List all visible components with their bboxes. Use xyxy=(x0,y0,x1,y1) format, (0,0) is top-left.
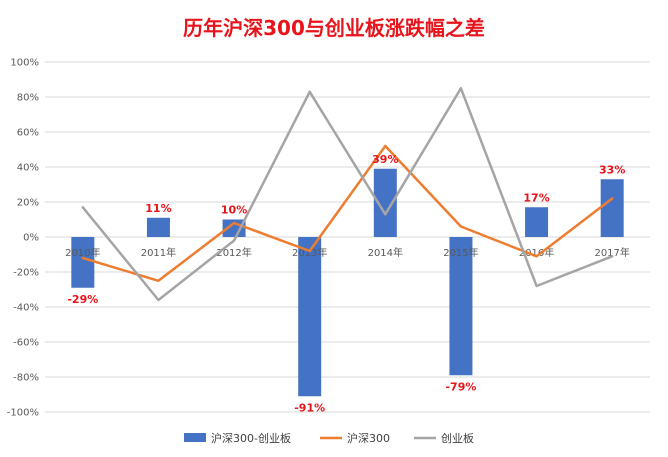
y-tick-label: 80% xyxy=(17,93,39,104)
data-labels: -29% 11% 10% -91% 39% -79% 17% 33% xyxy=(67,153,625,415)
bar xyxy=(71,237,95,288)
legend-label: 沪深300 xyxy=(347,431,390,445)
bar xyxy=(600,179,624,237)
bar xyxy=(525,207,549,237)
data-label: -91% xyxy=(294,401,325,414)
data-label: 10% xyxy=(221,204,247,217)
x-tick-label: 2017年 xyxy=(594,246,629,259)
y-tick-label: 40% xyxy=(17,163,39,174)
legend-label: 创业板 xyxy=(441,431,474,445)
bar xyxy=(146,217,170,237)
data-label: -79% xyxy=(445,380,476,393)
data-label: -29% xyxy=(67,293,98,306)
data-label: 33% xyxy=(599,163,625,176)
x-tick-label: 2015年 xyxy=(443,246,478,259)
y-tick-label: -80% xyxy=(13,373,39,384)
y-tick-label: 0% xyxy=(23,233,39,244)
legend-label: 沪深300-创业板 xyxy=(211,431,291,445)
bar-series xyxy=(71,168,624,397)
x-tick-label: 2012年 xyxy=(216,246,251,259)
line-series xyxy=(81,87,614,302)
bar xyxy=(449,237,473,376)
x-axis-ticks: 2010年 2011年 2012年 2013年 2014年 2015年 2016年 2017年 xyxy=(65,246,630,259)
y-tick-label: 20% xyxy=(17,198,39,209)
legend-swatch xyxy=(184,433,206,442)
y-axis-ticks: 100% 80% 60% 40% 20% 0% -20% -40% -60% -80% -100% xyxy=(7,58,39,419)
bar xyxy=(298,237,322,397)
y-tick-label: 60% xyxy=(17,128,39,139)
gridlines xyxy=(45,61,650,413)
chart-title: 历年沪深300与创业板涨跌幅之差 xyxy=(183,16,485,40)
y-tick-label: -40% xyxy=(13,303,39,314)
x-tick-label: 2011年 xyxy=(141,246,176,259)
series-line xyxy=(81,87,614,302)
x-tick-label: 2013年 xyxy=(292,246,327,259)
x-tick-label: 2014年 xyxy=(368,246,403,259)
y-tick-label: -100% xyxy=(7,408,39,419)
data-label: 11% xyxy=(145,202,171,215)
data-label: 17% xyxy=(523,191,549,204)
data-label: 39% xyxy=(372,153,398,166)
y-tick-label: -20% xyxy=(13,268,39,279)
y-tick-label: 100% xyxy=(10,58,39,69)
legend: 沪深300-创业板 沪深300 创业板 xyxy=(184,431,474,445)
y-tick-label: -60% xyxy=(13,338,39,349)
x-tick-label: 2010年 xyxy=(65,246,100,259)
bar xyxy=(373,168,397,237)
